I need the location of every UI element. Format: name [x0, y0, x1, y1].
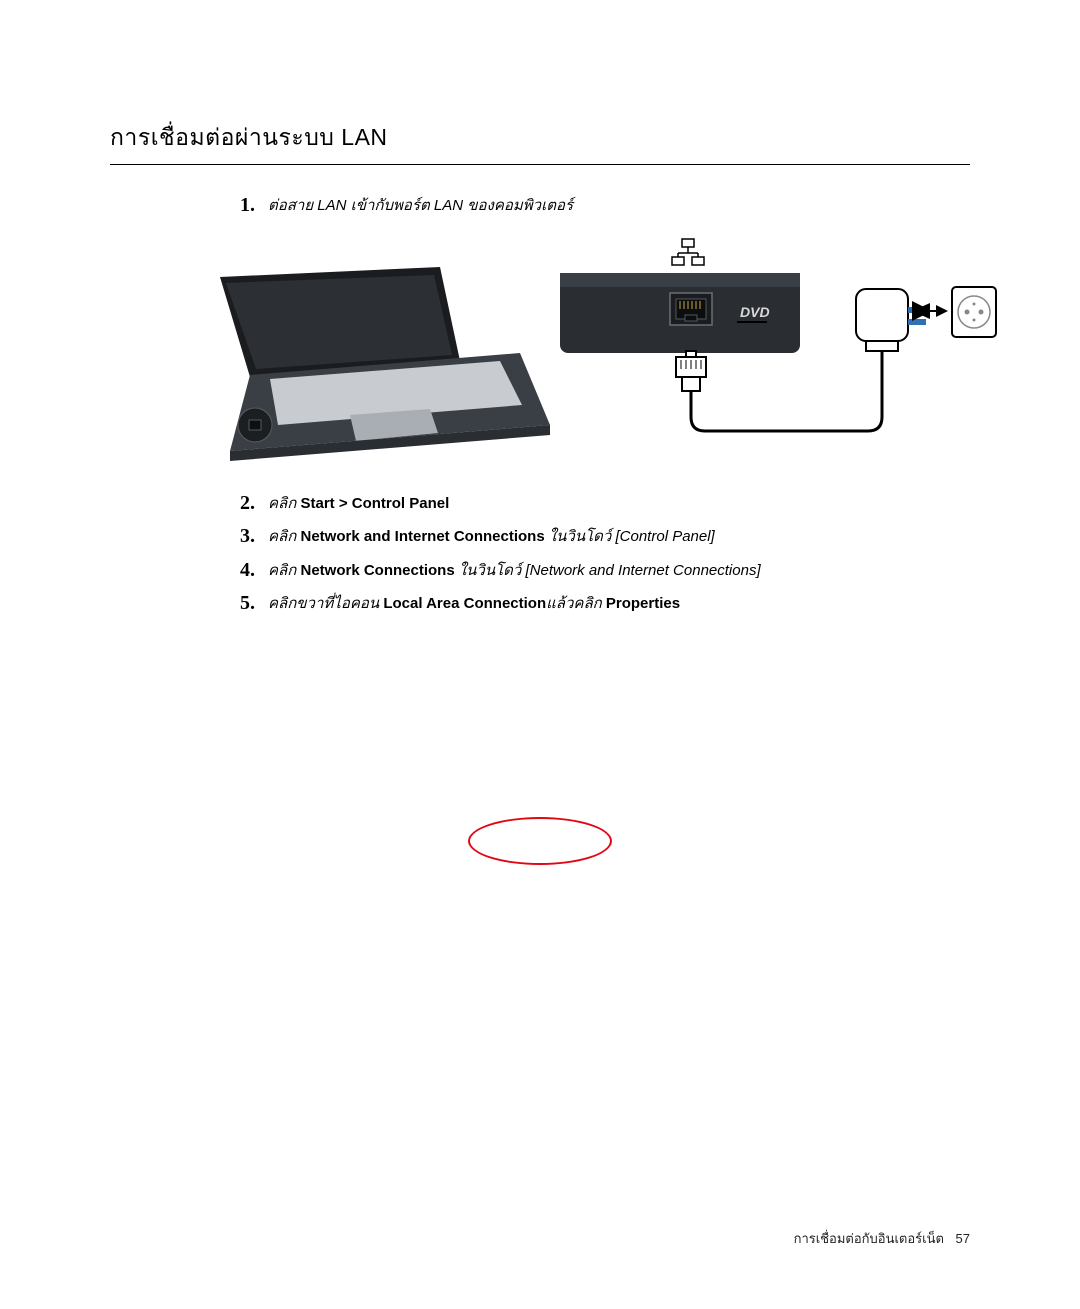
step-text-part: ในวินโดว์ [Network and Internet Connecti… [455, 562, 761, 579]
manual-page: การเชื่อมต่อผ่านระบบ LAN 1. ต่อสาย LAN เ… [0, 0, 1080, 1309]
step-text-part: แล้วคลิก [546, 595, 606, 612]
step-1: 1. ต่อสาย LAN เข้ากับพอร์ต LAN ของคอมพิว… [240, 193, 970, 219]
step-text-part: คลิกขวาที่ไอคอน [268, 595, 383, 612]
step-text: ต่อสาย LAN เข้ากับพอร์ต LAN ของคอมพิวเตอ… [268, 193, 573, 219]
title-rule [110, 164, 970, 165]
laptop-illustration [220, 267, 550, 461]
page-footer: การเชื่อมต่อกับอินเตอร์เน็ต 57 [794, 1228, 970, 1249]
step-number: 1. [240, 193, 268, 217]
footer-text: การเชื่อมต่อกับอินเตอร์เน็ต [794, 1231, 944, 1246]
dvd-label: DVD [740, 304, 770, 320]
port-panel-closeup: DVD [560, 273, 800, 353]
step-2: 2. คลิก Start > Control Panel [240, 491, 970, 517]
step-text: คลิก Start > Control Panel [268, 491, 449, 517]
arrow-right-head-icon [936, 305, 948, 317]
step-4: 4. คลิก Network Connections ในวินโดว์ [N… [240, 558, 970, 584]
page-number: 57 [956, 1231, 970, 1246]
highlight-ellipse [468, 817, 612, 865]
section-title: การเชื่อมต่อผ่านระบบ LAN [110, 120, 970, 156]
power-adapter-icon [856, 289, 926, 351]
step-text-bold: Start > Control Panel [300, 495, 449, 512]
step-number: 4. [240, 558, 268, 582]
step-text-part: คลิก [268, 528, 300, 545]
step-5: 5. คลิกขวาที่ไอคอน Local Area Connection… [240, 591, 970, 617]
step-text-bold: Local Area Connection [383, 595, 546, 612]
step-number: 5. [240, 591, 268, 615]
lan-connection-figure: DVD [200, 233, 1000, 461]
step-text-part: ในวินโดว์ [Control Panel] [545, 528, 715, 545]
lan-diagram-svg: DVD [200, 233, 1000, 461]
rj45-connector-icon [676, 351, 706, 391]
lan-cable [691, 349, 882, 431]
steps-list: 1. ต่อสาย LAN เข้ากับพอร์ต LAN ของคอมพิว… [240, 193, 970, 617]
step-3: 3. คลิก Network and Internet Connections… [240, 524, 970, 550]
step-text-bold: Network and Internet Connections [300, 528, 544, 545]
step-text: คลิก Network and Internet Connections ใน… [268, 524, 715, 550]
step-number: 3. [240, 524, 268, 548]
step-text-part: คลิก [268, 495, 300, 512]
step-text: คลิกขวาที่ไอคอน Local Area Connectionแล้… [268, 591, 680, 617]
step-text-bold: Network Connections [300, 562, 454, 579]
step-text-bold: Properties [606, 595, 680, 612]
lan-network-icon [672, 239, 704, 265]
step-text-part: ต่อสาย LAN เข้ากับพอร์ต LAN ของคอมพิวเตอ… [268, 197, 573, 214]
step-number: 2. [240, 491, 268, 515]
step-text: คลิก Network Connections ในวินโดว์ [Netw… [268, 558, 761, 584]
step-text-part: คลิก [268, 562, 300, 579]
wall-socket-icon [952, 287, 996, 337]
